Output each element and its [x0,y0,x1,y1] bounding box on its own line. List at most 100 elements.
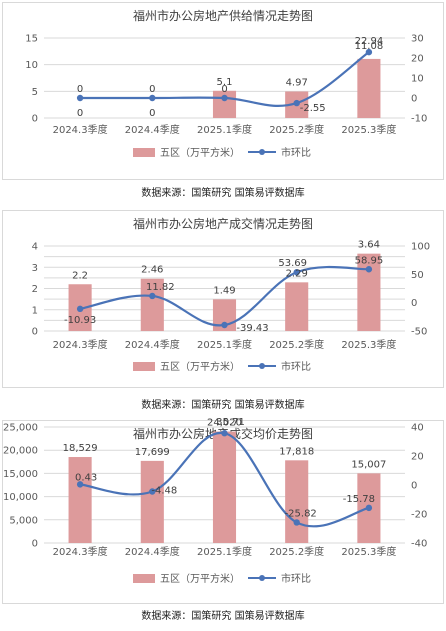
right-axis-tick-label: 20 [411,452,424,463]
category-label: 2024.3季度 [53,338,108,351]
category-label: 2024.4季度 [125,123,180,136]
line-point [365,504,373,512]
line-data-label: 58.95 [355,255,384,266]
legend-bar-swatch [133,574,155,583]
right-axis-tick-label: -50 [411,327,427,338]
bar [357,253,381,331]
right-axis-tick-label: 40 [411,423,424,434]
line-data-label: 0 [149,84,155,95]
legend-bar-label: 五区（万平方米） [160,146,240,159]
line-data-label: -39.43 [236,323,268,334]
bar-data-label: 15,007 [351,459,386,470]
right-axis-tick-label: 0 [411,298,417,309]
right-axis-tick-label: 30 [411,34,424,45]
bar [212,431,237,543]
line-data-label: 35.71 [216,417,245,428]
source-note: 数据来源：国策研究 国策易评数据库 [141,186,304,199]
line-data-label: 53.69 [278,258,307,269]
right-axis-tick-label: 0 [411,94,417,105]
line-point [149,292,156,300]
right-axis-tick-label: 50 [411,270,424,281]
legend-line-marker [259,149,265,155]
left-axis-tick-label: 0 [32,327,38,338]
category-label: 2025.1季度 [197,545,252,558]
left-axis-tick-label: 25,000 [3,423,38,434]
source-note: 数据来源：国策研究 国策易评数据库 [141,609,304,622]
left-axis-tick-label: 15 [25,34,38,45]
right-axis-tick-label: -20 [411,510,427,521]
bar-data-label: 24,020 [207,418,242,429]
line-point [221,94,228,102]
legend-line-label: 市环比 [281,572,311,585]
category-label: 2025.2季度 [269,545,324,558]
line-point [149,94,156,102]
right-axis-tick-label: 0 [411,481,417,492]
right-axis-tick-label: 100 [411,242,430,253]
bar [140,460,164,543]
line-data-label: -15.78 [343,494,375,505]
legend: 五区（万平方米） 市环比 [133,360,311,373]
line-data-label: 11.82 [146,282,175,293]
line-data-label: -4.48 [151,485,177,496]
legend-bar-swatch [133,148,155,157]
bar-data-label: 18,529 [63,443,98,454]
bar [357,58,381,118]
chart-title: 福州市办公房地产成交情况走势图 [133,216,313,231]
bar [140,278,164,331]
bar-data-label: 17,699 [135,447,170,458]
legend-bar-swatch [133,362,155,371]
category-label: 2025.3季度 [341,545,396,558]
category-label: 2025.2季度 [269,123,324,136]
legend-bar-label: 五区（万平方米） [160,360,240,373]
category-label: 2024.4季度 [125,338,180,351]
line-data-label: -2.55 [300,103,326,114]
left-axis-tick-label: 2 [32,284,38,295]
line-point [76,305,84,313]
bar-data-label: 2.29 [286,268,308,279]
line-point [293,99,300,107]
source-note: 数据来源：国策研究 国策易评数据库 [141,398,304,411]
legend-bar-label: 五区（万平方米） [160,572,240,585]
legend: 五区（万平方米） 市环比 [133,146,311,159]
bar-data-label: 2.46 [141,265,163,276]
bar-data-label: 4.97 [286,77,308,88]
left-axis-tick-label: 5 [32,87,38,98]
right-axis-tick-label: -10 [411,114,427,125]
right-axis-tick-label: 10 [411,74,424,85]
legend-line-marker [259,363,265,369]
bar-data-label: 2.2 [72,270,88,281]
bar-data-label: 1.49 [213,285,235,296]
category-label: 2025.2季度 [269,338,324,351]
bar [285,282,309,331]
line-point [76,481,84,488]
left-axis-tick-label: 0 [32,114,38,125]
line-point [149,488,156,495]
category-label: 2024.3季度 [53,123,108,136]
right-axis-tick-label: 20 [411,54,424,65]
category-label: 2024.4季度 [125,545,180,558]
bar-data-label: 11.08 [355,41,384,52]
left-axis-tick-label: 10 [25,60,38,71]
legend-line-marker [259,575,265,581]
bar-data-label: 17,818 [279,446,314,457]
line-data-label: 0 [221,84,227,95]
chart-2: 福州市办公房地产成交情况走势图 0 1 2 3 4 -50 0 50 100 2024.3季度 202… [2,210,444,388]
legend-line-label: 市环比 [281,146,311,159]
legend: 五区（万平方米） 市环比 [133,572,311,585]
chart-1: 福州市办公房地产供给情况走势图 0 5 10 15 -10 0 10 20 30 2024.3季度 2… [2,2,444,180]
bar [285,460,309,543]
left-axis-tick-label: 1 [32,305,38,316]
left-axis-tick-label: 4 [32,242,38,253]
category-label: 2024.3季度 [53,545,108,558]
legend-line-label: 市环比 [281,360,311,373]
line-point [293,519,300,526]
chart-3: 福州市办公房地产成交均价走势图05,00010,00015,00020,0002… [2,417,444,604]
chart-title: 福州市办公房地产供给情况走势图 [133,8,313,23]
category-label: 2025.1季度 [197,123,252,136]
left-axis-tick-label: 5,000 [9,515,38,526]
line-point [76,94,84,102]
category-label: 2025.3季度 [341,123,396,136]
left-axis-tick-label: 3 [32,263,38,274]
